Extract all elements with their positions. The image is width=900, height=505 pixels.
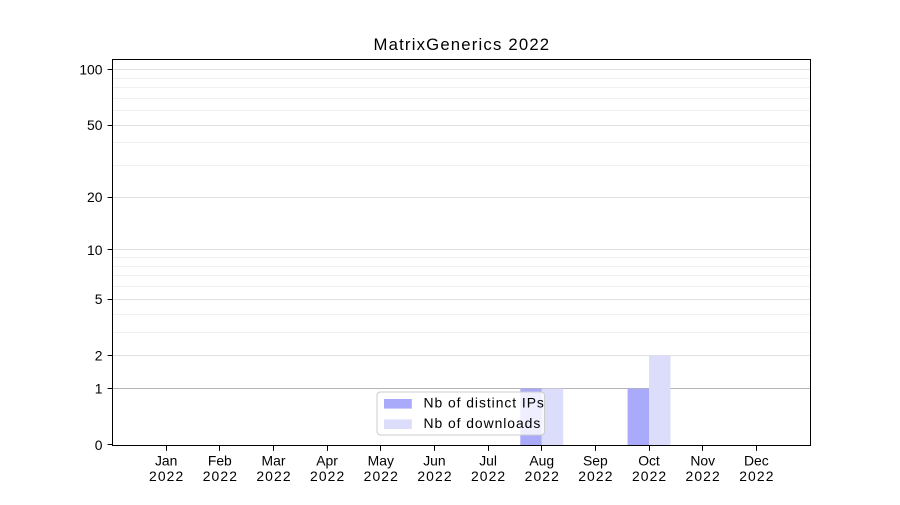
svg-text:2022: 2022	[739, 468, 774, 484]
svg-text:1: 1	[95, 381, 103, 397]
svg-text:Sep: Sep	[583, 453, 608, 469]
svg-text:Nov: Nov	[690, 453, 715, 469]
svg-text:0: 0	[95, 437, 103, 453]
svg-text:2022: 2022	[632, 468, 667, 484]
svg-text:Feb: Feb	[208, 453, 232, 469]
svg-text:Aug: Aug	[529, 453, 554, 469]
svg-text:50: 50	[87, 117, 103, 133]
svg-text:5: 5	[95, 291, 103, 307]
svg-text:20: 20	[87, 189, 103, 205]
svg-text:2022: 2022	[686, 468, 721, 484]
svg-text:2022: 2022	[364, 468, 399, 484]
svg-text:2022: 2022	[471, 468, 506, 484]
svg-text:2: 2	[95, 348, 103, 364]
svg-text:Oct: Oct	[638, 453, 660, 469]
svg-text:2022: 2022	[149, 468, 184, 484]
svg-text:2022: 2022	[578, 468, 613, 484]
svg-text:2022: 2022	[256, 468, 291, 484]
svg-text:Dec: Dec	[744, 453, 769, 469]
svg-text:Mar: Mar	[262, 453, 286, 469]
svg-text:2022: 2022	[417, 468, 452, 484]
svg-text:2022: 2022	[203, 468, 238, 484]
svg-text:MatrixGenerics 2022: MatrixGenerics 2022	[374, 35, 551, 54]
svg-text:10: 10	[87, 242, 103, 258]
svg-text:Jun: Jun	[423, 453, 445, 469]
svg-text:Jul: Jul	[479, 453, 497, 469]
svg-text:Nb of distinct IPs: Nb of distinct IPs	[424, 395, 545, 411]
svg-text:Nb of downloads: Nb of downloads	[424, 415, 542, 431]
svg-text:2022: 2022	[525, 468, 560, 484]
svg-text:Apr: Apr	[316, 453, 338, 469]
svg-text:Jan: Jan	[155, 453, 177, 469]
svg-text:100: 100	[79, 62, 102, 78]
svg-text:2022: 2022	[310, 468, 345, 484]
svg-text:May: May	[368, 453, 394, 469]
